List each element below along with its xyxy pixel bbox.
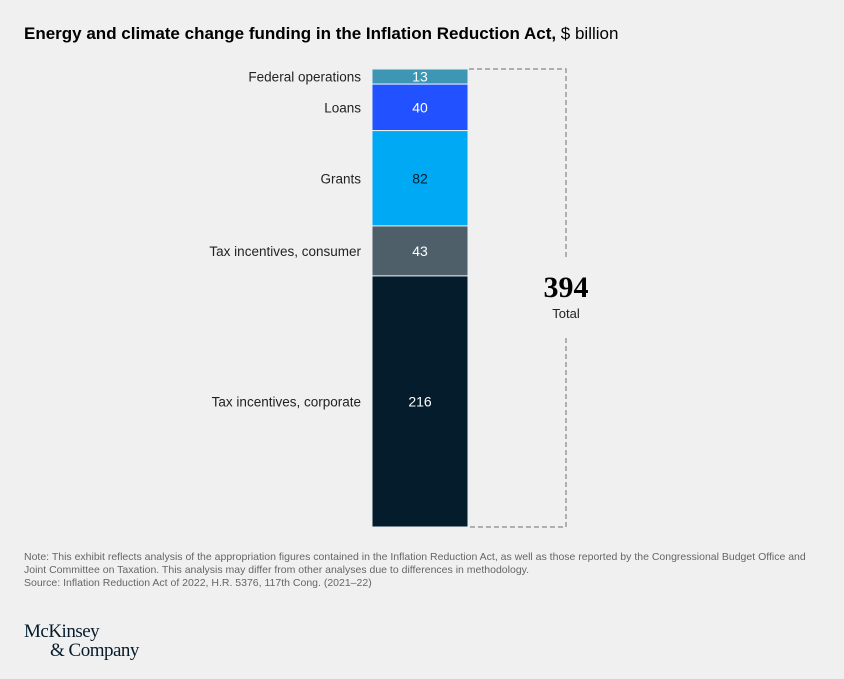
logo-line2: & Company (50, 640, 139, 661)
stacked-bar-chart: 13 Federal operations 40 Loans 82 Grants 43 Tax… (209, 68, 589, 528)
total-label: Total (552, 306, 580, 321)
data-label: 40 (412, 99, 428, 115)
category-label: Loans (324, 100, 361, 115)
footnote: Note: This exhibit reflects analysis of … (24, 551, 814, 590)
bar-segment (371, 83, 469, 132)
total-bracket-top (469, 68, 567, 258)
total-value: 394 (544, 271, 589, 304)
chart-title: Energy and climate change funding in the… (24, 24, 618, 44)
footnote-note: Note: This exhibit reflects analysis of … (24, 551, 806, 576)
data-label: 43 (412, 243, 428, 259)
total-bracket-bottom (469, 338, 567, 528)
footnote-source: Source: Inflation Reduction Act of 2022,… (24, 577, 372, 589)
logo-line1: McKinsey (24, 621, 100, 642)
data-label: 82 (412, 170, 428, 186)
bar-segment (371, 225, 469, 277)
category-label: Tax incentives, consumer (209, 244, 361, 259)
category-label: Federal operations (248, 70, 361, 85)
title-unit: $ billion (556, 24, 619, 43)
mckinsey-logo: McKinsey & Company (24, 622, 139, 660)
title-main: Energy and climate change funding in the… (24, 24, 557, 43)
category-label: Tax incentives, corporate (212, 394, 361, 409)
bar-segment (371, 130, 469, 227)
category-label: Grants (320, 171, 361, 186)
bar-segment (371, 275, 469, 528)
data-label: 13 (412, 69, 428, 85)
data-label: 216 (408, 393, 432, 409)
